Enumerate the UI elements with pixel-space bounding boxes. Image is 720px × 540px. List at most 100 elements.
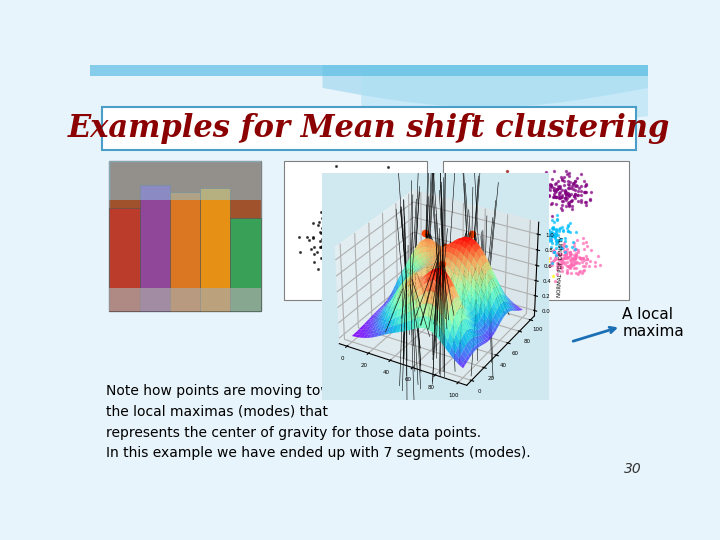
Point xyxy=(502,215,513,224)
Point xyxy=(457,251,469,260)
Point xyxy=(551,248,562,257)
Point xyxy=(369,191,381,199)
Point xyxy=(363,201,374,210)
Point xyxy=(556,244,567,253)
Point xyxy=(488,252,500,260)
Point xyxy=(585,257,596,266)
Point xyxy=(356,184,367,192)
Point xyxy=(334,222,346,231)
Point xyxy=(329,229,341,238)
Point xyxy=(545,181,557,190)
Point xyxy=(372,254,384,263)
Point xyxy=(389,207,400,215)
Point xyxy=(343,251,355,259)
Point xyxy=(564,261,576,269)
Point xyxy=(562,227,574,235)
Point xyxy=(369,182,380,191)
Point xyxy=(575,266,586,275)
Point xyxy=(475,251,487,260)
Point xyxy=(569,258,580,266)
Point xyxy=(553,236,564,245)
Point xyxy=(372,202,383,211)
Point xyxy=(546,239,558,247)
Point xyxy=(559,237,570,245)
Point xyxy=(332,237,343,246)
Point xyxy=(544,186,555,194)
Point xyxy=(454,224,466,232)
Point xyxy=(342,240,354,249)
Point xyxy=(525,267,536,275)
Point xyxy=(519,258,531,267)
Point xyxy=(510,207,522,216)
Point xyxy=(364,243,376,252)
Point xyxy=(360,198,372,207)
Point xyxy=(480,200,491,209)
Point xyxy=(339,244,351,253)
Point xyxy=(397,209,408,218)
Point xyxy=(539,257,550,266)
Point xyxy=(477,257,488,266)
Point xyxy=(573,259,585,267)
Point xyxy=(487,245,499,254)
Point xyxy=(317,214,328,222)
Point xyxy=(344,237,356,245)
Point xyxy=(380,192,392,200)
Point xyxy=(517,265,528,274)
Point xyxy=(501,194,513,203)
Point xyxy=(361,246,372,254)
Point xyxy=(540,187,552,195)
Point xyxy=(504,213,516,222)
Point xyxy=(468,192,480,201)
Point xyxy=(570,228,582,237)
Point xyxy=(564,249,576,258)
Point xyxy=(364,215,376,224)
Point xyxy=(334,275,346,284)
Point xyxy=(480,218,492,227)
Point xyxy=(475,247,487,255)
Point xyxy=(346,254,357,263)
Point xyxy=(483,198,495,206)
Point xyxy=(366,195,377,204)
Point xyxy=(590,258,601,267)
Point xyxy=(379,195,390,204)
Point xyxy=(559,251,571,259)
Point xyxy=(530,237,541,245)
Point xyxy=(333,242,345,251)
Point xyxy=(510,195,522,204)
Point xyxy=(322,185,333,194)
Point xyxy=(369,267,381,275)
Point xyxy=(482,238,494,247)
Point xyxy=(482,201,494,210)
Point xyxy=(355,200,366,209)
Point xyxy=(361,204,373,213)
Point xyxy=(509,202,521,211)
Point xyxy=(529,241,541,250)
Point xyxy=(343,186,354,195)
Point xyxy=(534,235,546,244)
Point xyxy=(573,184,585,192)
Point xyxy=(307,219,319,227)
Point xyxy=(509,271,521,279)
Point xyxy=(518,266,530,274)
Point xyxy=(490,202,501,211)
Point xyxy=(348,186,359,195)
Point xyxy=(507,248,518,257)
Point xyxy=(370,212,382,221)
Point xyxy=(522,266,534,274)
Point xyxy=(564,192,575,200)
Point xyxy=(562,252,573,261)
Point xyxy=(364,199,376,207)
Point xyxy=(356,237,368,245)
Point xyxy=(479,183,490,191)
Point xyxy=(359,202,370,211)
Point xyxy=(549,218,560,227)
Point xyxy=(336,245,347,253)
Point xyxy=(389,206,400,215)
Point xyxy=(542,185,554,193)
Point xyxy=(364,203,375,212)
Point xyxy=(500,201,512,210)
Point xyxy=(532,262,544,271)
Point xyxy=(565,250,577,259)
Point xyxy=(394,178,405,186)
Point xyxy=(469,181,480,190)
